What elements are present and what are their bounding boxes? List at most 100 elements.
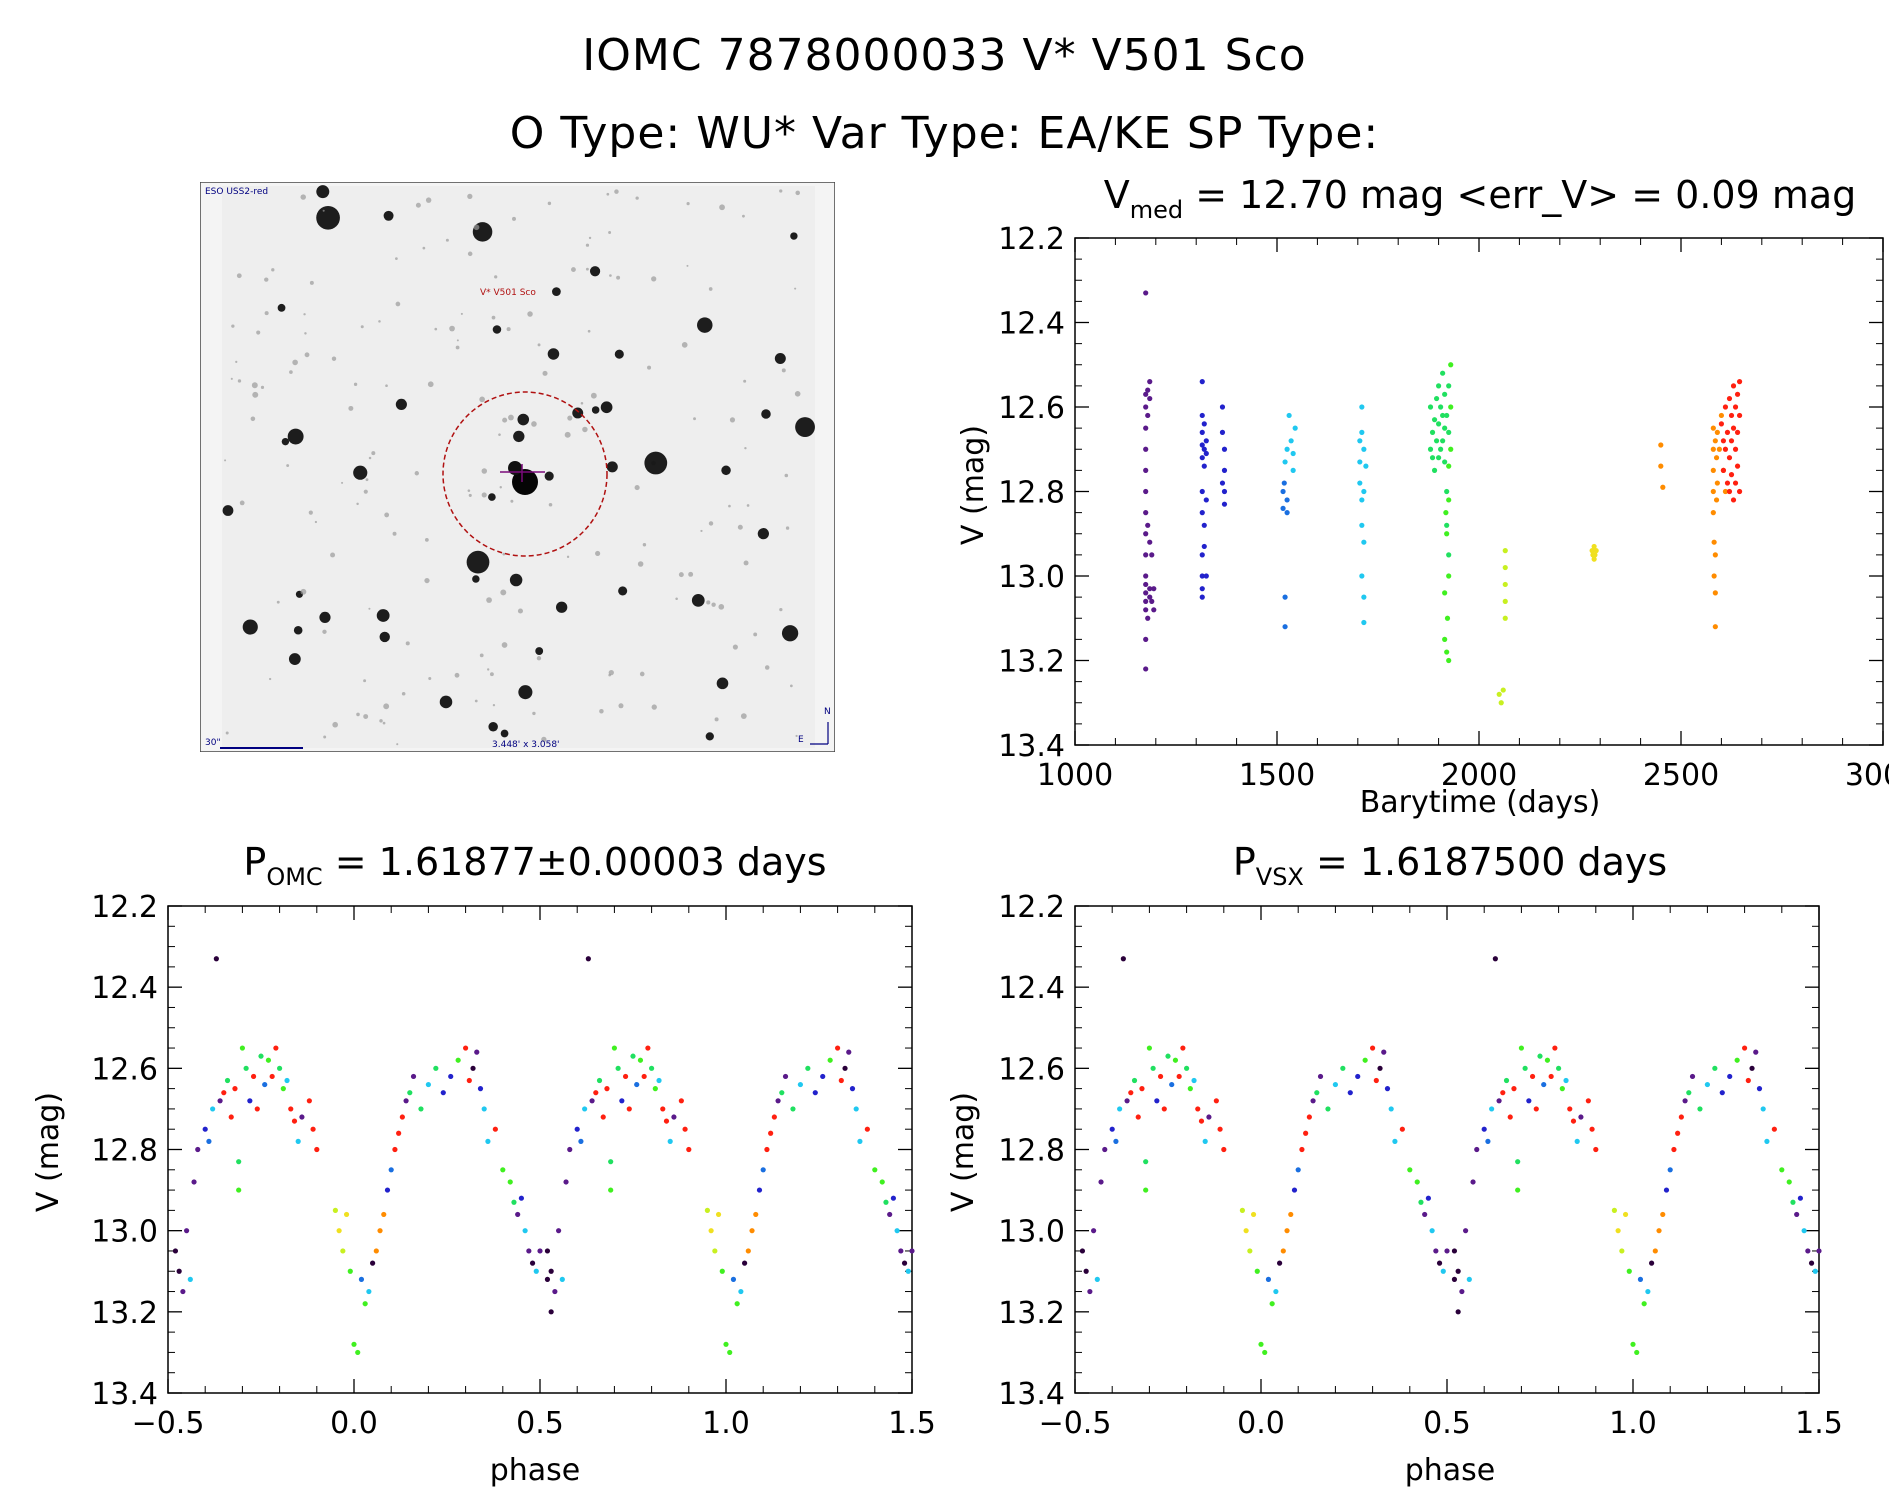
- star: [714, 717, 719, 722]
- star: [353, 382, 358, 387]
- star: [395, 398, 407, 410]
- star: [544, 471, 554, 481]
- data-point: [1436, 421, 1442, 427]
- star: [319, 611, 331, 623]
- data-point: [306, 1098, 312, 1104]
- data-point: [1151, 607, 1157, 613]
- data-point: [1143, 573, 1149, 579]
- data-point: [849, 1086, 856, 1092]
- data-point: [604, 1086, 610, 1092]
- data-point: [645, 1045, 651, 1051]
- star: [481, 468, 488, 474]
- star: [468, 493, 472, 497]
- data-point: [1199, 552, 1205, 558]
- star-field: [222, 185, 815, 746]
- data-point: [1306, 1114, 1312, 1120]
- star: [383, 703, 390, 710]
- data-point: [1340, 1065, 1346, 1071]
- y-tick-label: 13.0: [998, 1215, 1065, 1250]
- data-point: [202, 1126, 208, 1132]
- data-point: [909, 1248, 915, 1254]
- star: [360, 325, 364, 329]
- data-point: [1442, 391, 1448, 397]
- x-tick-label: 0.5: [516, 1406, 564, 1441]
- data-point: [1742, 1045, 1748, 1051]
- star: [363, 679, 367, 683]
- data-point: [187, 1276, 193, 1282]
- star: [396, 743, 399, 746]
- data-point: [1299, 1146, 1305, 1153]
- data-point: [1347, 1090, 1353, 1096]
- data-point: [1187, 1086, 1193, 1092]
- data-point: [1161, 1106, 1167, 1112]
- y-tick-label: 13.4: [998, 729, 1065, 764]
- data-point: [224, 1077, 231, 1084]
- star: [439, 695, 453, 709]
- star: [790, 684, 793, 688]
- data-point: [764, 1146, 770, 1153]
- data-point: [1091, 1228, 1097, 1234]
- data-point: [228, 1114, 234, 1120]
- data-point: [1559, 1086, 1565, 1092]
- star: [481, 492, 487, 498]
- star: [224, 459, 227, 462]
- data-point: [1805, 1248, 1811, 1254]
- data-point: [373, 1248, 379, 1254]
- data-point: [1221, 501, 1228, 507]
- star: [424, 577, 430, 584]
- data-point: [1446, 497, 1452, 503]
- data-point: [247, 1098, 253, 1104]
- star: [467, 489, 471, 492]
- data-point: [332, 1207, 338, 1213]
- star: [502, 552, 506, 556]
- data-point: [1590, 552, 1596, 558]
- data-point: [1131, 1077, 1138, 1084]
- data-point: [1567, 1106, 1573, 1112]
- data-point: [667, 1138, 673, 1144]
- star: [383, 210, 394, 221]
- data-point: [760, 1167, 766, 1173]
- star: [651, 276, 657, 282]
- data-point: [1280, 1248, 1286, 1254]
- star: [368, 607, 371, 610]
- data-point: [1438, 404, 1444, 410]
- data-point: [1503, 1077, 1510, 1084]
- star: [606, 192, 610, 196]
- star: [637, 561, 644, 567]
- star: [488, 721, 498, 732]
- data-point: [1169, 1081, 1175, 1088]
- star: [303, 313, 306, 316]
- data-point: [1280, 505, 1286, 511]
- data-point: [1201, 463, 1207, 469]
- data-point: [1658, 442, 1664, 448]
- star: [309, 280, 314, 285]
- data-point: [1444, 615, 1451, 621]
- data-point: [1496, 691, 1502, 697]
- star: [492, 325, 502, 334]
- data-point: [1440, 438, 1446, 444]
- data-point: [1303, 1130, 1309, 1136]
- target-circle-icon: [442, 391, 608, 557]
- star: [678, 572, 684, 578]
- data-point: [756, 1187, 763, 1193]
- data-point: [1436, 1260, 1443, 1266]
- star: [276, 600, 280, 604]
- data-point: [1083, 1268, 1089, 1274]
- x-tick-label: −0.5: [132, 1406, 205, 1441]
- data-point: [1440, 370, 1446, 376]
- star: [681, 342, 688, 348]
- data-point: [1511, 1086, 1517, 1092]
- data-point: [686, 1146, 692, 1153]
- data-point: [1143, 290, 1149, 296]
- star: [392, 531, 397, 536]
- data-point: [1117, 1106, 1123, 1112]
- data-point: [1756, 1086, 1763, 1092]
- star: [513, 430, 525, 443]
- data-point: [418, 1106, 424, 1112]
- data-point: [1645, 1288, 1651, 1295]
- data-point: [1363, 463, 1369, 469]
- y-tick-label: 12.6: [91, 1052, 158, 1087]
- data-point: [704, 1207, 711, 1213]
- data-point: [1135, 1114, 1141, 1120]
- star: [517, 413, 530, 426]
